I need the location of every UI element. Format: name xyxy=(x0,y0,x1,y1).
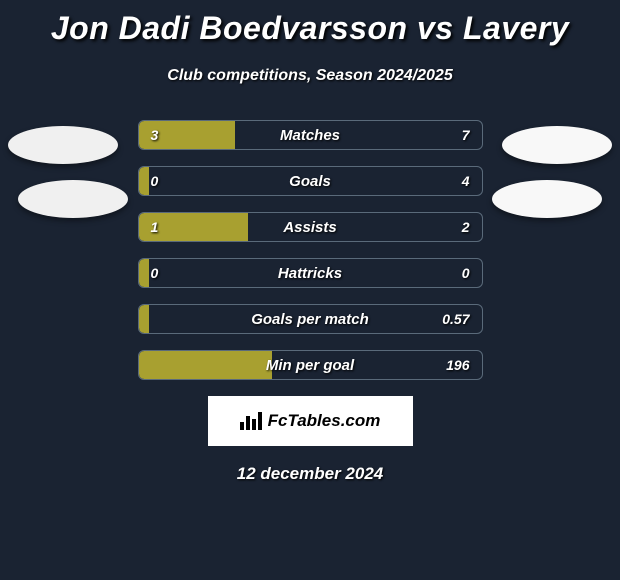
stat-row: Goals per match0.57 xyxy=(138,304,483,334)
snapshot-date: 12 december 2024 xyxy=(0,464,620,484)
stat-right-value: 4 xyxy=(462,167,470,195)
stat-row: Min per goal196 xyxy=(138,350,483,380)
stat-row: 0Goals4 xyxy=(138,166,483,196)
stat-label: Goals xyxy=(139,167,482,195)
comparison-title: Jon Dadi Boedvarsson vs Lavery xyxy=(0,0,620,47)
stat-row: 1Assists2 xyxy=(138,212,483,242)
stat-label: Goals per match xyxy=(139,305,482,333)
chart-icon xyxy=(240,412,262,430)
branding-text: FcTables.com xyxy=(268,411,381,431)
comparison-subtitle: Club competitions, Season 2024/2025 xyxy=(0,67,620,85)
stat-label: Matches xyxy=(139,121,482,149)
stat-right-value: 0 xyxy=(462,259,470,287)
stat-right-value: 7 xyxy=(462,121,470,149)
stat-right-value: 2 xyxy=(462,213,470,241)
stat-right-value: 196 xyxy=(446,351,469,379)
stat-right-value: 0.57 xyxy=(442,305,469,333)
stat-row: 3Matches7 xyxy=(138,120,483,150)
stat-label: Hattricks xyxy=(139,259,482,287)
player-left-badge-2 xyxy=(18,180,128,218)
stat-row: 0Hattricks0 xyxy=(138,258,483,288)
stat-label: Assists xyxy=(139,213,482,241)
player-left-badge-1 xyxy=(8,126,118,164)
player-right-badge-1 xyxy=(502,126,612,164)
stat-label: Min per goal xyxy=(139,351,482,379)
stats-bars: 3Matches70Goals41Assists20Hattricks0Goal… xyxy=(138,120,483,380)
player-right-badge-2 xyxy=(492,180,602,218)
chart-area: 3Matches70Goals41Assists20Hattricks0Goal… xyxy=(0,120,620,380)
branding-badge: FcTables.com xyxy=(208,396,413,446)
